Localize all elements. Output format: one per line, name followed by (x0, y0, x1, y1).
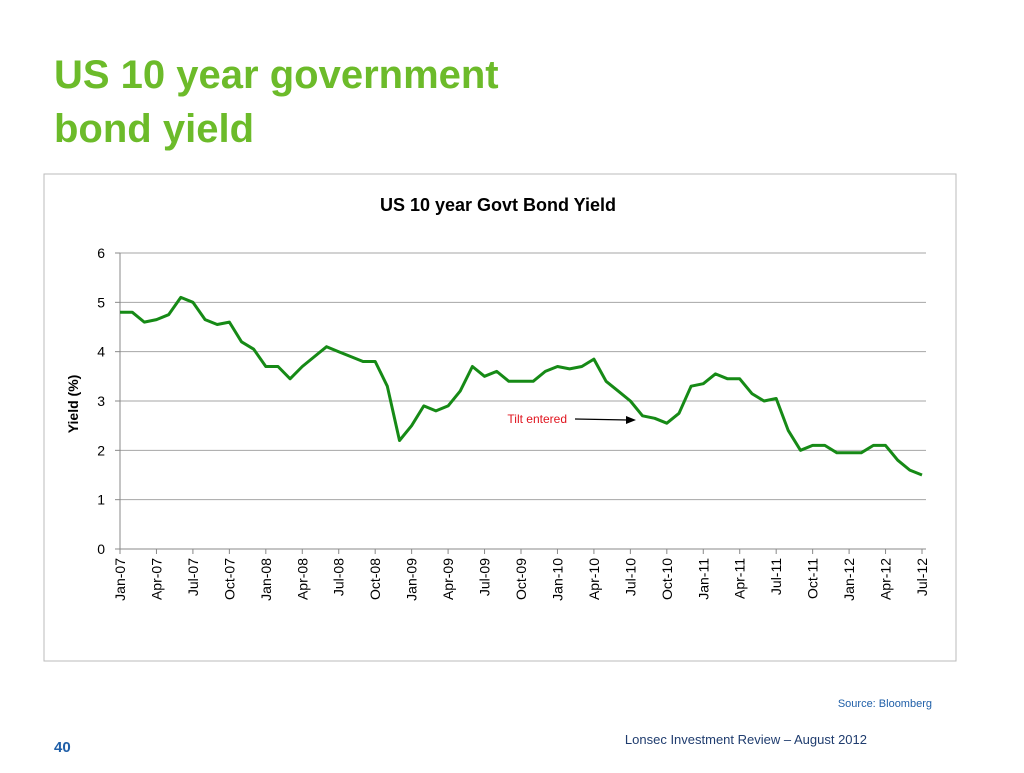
x-tick-label: Oct-09 (513, 558, 529, 600)
x-tick-label: Apr-09 (440, 558, 456, 600)
annotation-arrowhead (626, 416, 636, 424)
y-tick-label: 2 (97, 442, 105, 458)
y-tick-label: 5 (97, 294, 105, 310)
y-tick-label: 6 (97, 245, 105, 261)
x-tick-label: Jan-09 (404, 558, 420, 601)
x-tick-label: Apr-12 (878, 558, 894, 600)
slide-title: bond yield (54, 107, 254, 151)
x-tick-label: Jul-11 (768, 558, 784, 595)
annotation: Tilt entered (507, 412, 567, 426)
page-number: 40 (54, 739, 71, 756)
footer: Lonsec Investment Review – August 2012 (625, 732, 867, 747)
source: Source: Bloomberg (838, 698, 932, 710)
y-tick-label: 3 (97, 393, 105, 409)
chart-frame (43, 173, 957, 662)
x-tick-label: Jan-11 (695, 558, 711, 600)
x-tick-label: Oct-08 (367, 558, 383, 600)
x-tick-label: Jan-08 (258, 558, 274, 601)
line-series (120, 295, 923, 477)
x-tick-label: Oct-07 (221, 558, 237, 600)
chart-title: US 10 year Govt Bond Yield (380, 195, 616, 215)
x-tick-label: Jul-07 (185, 558, 201, 596)
y-tick-label: 1 (97, 492, 105, 508)
x-tick-label: Jan-10 (549, 558, 565, 601)
x-tick-label: Oct-11 (805, 558, 821, 599)
x-tick-label: Apr-11 (732, 558, 748, 599)
slide-title: US 10 year government (54, 53, 499, 97)
x-tick-label: Apr-10 (586, 558, 602, 600)
x-tick-label: Apr-08 (294, 558, 310, 600)
x-tick-label: Jul-10 (622, 558, 638, 596)
x-tick-label: Jan-07 (112, 558, 128, 601)
y-axis-label: Yield (%) (65, 375, 81, 434)
x-tick-label: Apr-07 (148, 558, 164, 600)
y-tick-label: 4 (97, 344, 105, 360)
annotation-arrow (574, 418, 629, 421)
y-tick-label: 0 (97, 541, 105, 557)
x-tick-label: Oct-10 (659, 558, 675, 600)
x-tick-label: Jul-08 (331, 558, 347, 596)
x-tick-label: Jul-09 (477, 558, 493, 596)
x-tick-label: Jul-12 (914, 558, 930, 596)
x-tick-label: Jan-12 (841, 558, 857, 601)
